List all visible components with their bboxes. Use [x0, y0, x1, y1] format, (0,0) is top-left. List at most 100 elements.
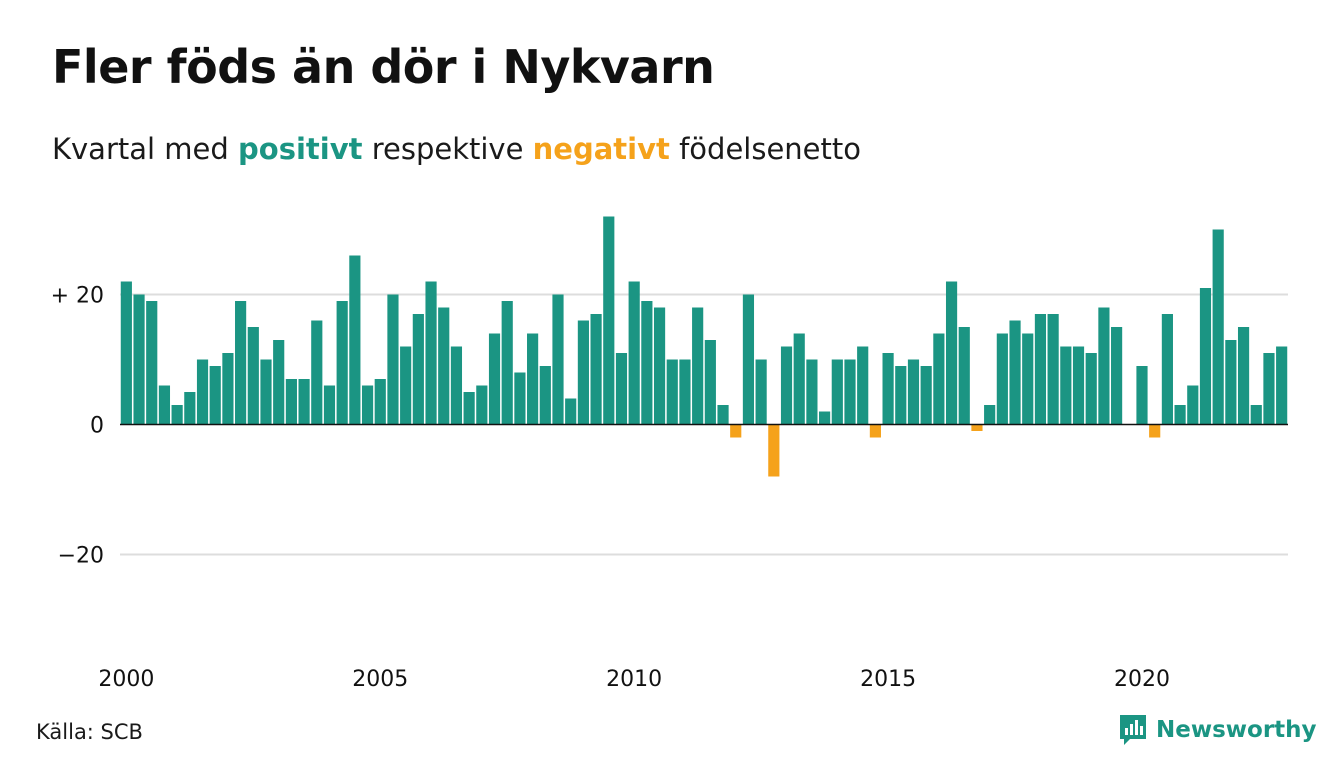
bar	[1276, 346, 1288, 425]
bar	[539, 366, 551, 425]
bar	[1098, 307, 1110, 425]
gridlines	[120, 293, 1288, 556]
bar	[285, 379, 297, 425]
bar	[311, 320, 323, 425]
bar	[361, 385, 374, 425]
bar	[514, 372, 526, 425]
x-tick-label: 2010	[606, 667, 662, 692]
bar	[133, 294, 145, 425]
source-label: Källa: SCB	[36, 720, 143, 744]
bar	[717, 405, 729, 425]
bar	[806, 359, 818, 425]
bar	[755, 359, 767, 425]
bar	[438, 307, 450, 425]
bar	[1250, 405, 1262, 425]
bar	[412, 314, 424, 425]
bar	[831, 359, 843, 425]
bar	[1047, 314, 1059, 425]
bar	[704, 340, 716, 425]
bar	[146, 301, 158, 425]
bar	[857, 346, 869, 425]
bar	[184, 392, 196, 425]
bar	[1111, 327, 1123, 425]
subtitle-suffix: födelsenetto	[669, 132, 861, 166]
subtitle-prefix: Kvartal med	[52, 132, 239, 166]
subtitle-middle: respektive	[362, 132, 533, 166]
bar	[501, 301, 513, 425]
bar-chart-speech-bubble-icon	[1118, 713, 1148, 747]
bar	[158, 385, 171, 425]
bar	[247, 327, 259, 425]
bar	[882, 353, 894, 425]
bar	[196, 359, 209, 425]
y-tick-label: −20	[58, 544, 104, 569]
bar	[958, 327, 970, 425]
bar	[933, 333, 945, 425]
x-tick-label: 2020	[1114, 667, 1170, 692]
bar	[628, 281, 640, 425]
bar	[844, 359, 856, 425]
bar	[336, 301, 348, 425]
brand-logo: Newsworthy	[1118, 713, 1317, 747]
x-tick-label: 2005	[352, 667, 408, 692]
bar	[1072, 346, 1085, 425]
bar	[869, 424, 881, 438]
bar	[298, 379, 310, 425]
bar	[1199, 288, 1212, 425]
bar	[793, 333, 805, 425]
bar	[615, 353, 628, 425]
bar	[945, 281, 958, 425]
bar	[780, 346, 793, 425]
bar	[323, 385, 336, 425]
bar	[450, 346, 463, 425]
bar	[1161, 314, 1173, 425]
bar	[527, 333, 539, 425]
bar	[1212, 229, 1224, 425]
bar	[1009, 320, 1021, 425]
bar	[984, 405, 996, 425]
bar	[1034, 314, 1047, 425]
y-tick-label: 0	[90, 414, 104, 439]
bar	[1225, 340, 1237, 425]
bar	[552, 294, 564, 425]
bar	[920, 366, 932, 425]
bar	[641, 301, 653, 425]
bar	[1085, 353, 1097, 425]
bar	[374, 379, 386, 425]
x-tick-label: 2000	[98, 667, 154, 692]
subtitle-negative-word: negativt	[532, 132, 670, 166]
bar	[895, 366, 907, 425]
bar	[1022, 333, 1034, 425]
brand-name: Newsworthy	[1156, 717, 1317, 743]
bars	[120, 216, 1288, 477]
bar	[120, 281, 132, 425]
bar	[1149, 424, 1161, 438]
bar	[692, 307, 704, 425]
bar	[730, 424, 742, 438]
chart-subtitle: Kvartal med positivt respektive negativt…	[52, 132, 861, 166]
chart-title: Fler föds än dör i Nykvarn	[52, 40, 715, 94]
bar	[463, 392, 475, 425]
bar	[768, 424, 780, 477]
bar	[488, 333, 501, 425]
bar	[1237, 327, 1250, 425]
bar	[666, 359, 678, 425]
bar	[577, 320, 589, 425]
bar	[1174, 405, 1186, 425]
bar	[679, 359, 691, 425]
bar	[1263, 353, 1275, 425]
bar	[171, 405, 183, 425]
bar	[387, 294, 399, 425]
bar	[425, 281, 437, 425]
bar	[1136, 366, 1148, 425]
bar	[235, 301, 247, 425]
bar	[996, 333, 1008, 425]
axes: + 20 0 −20 2000 2005 2010 2015 2020	[51, 284, 1288, 692]
bar	[476, 385, 488, 425]
bar	[260, 359, 272, 425]
bar	[400, 346, 412, 425]
bar	[222, 353, 234, 425]
subtitle-positive-word: positivt	[238, 132, 363, 166]
bar	[273, 340, 285, 425]
